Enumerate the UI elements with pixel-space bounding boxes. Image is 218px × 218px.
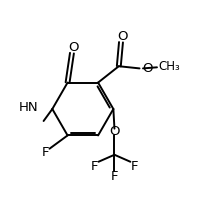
Text: O: O xyxy=(142,62,153,75)
Text: F: F xyxy=(111,170,118,183)
Text: O: O xyxy=(109,125,120,138)
Text: O: O xyxy=(68,41,78,54)
Text: CH₃: CH₃ xyxy=(158,60,180,73)
Text: F: F xyxy=(42,146,49,159)
Text: HN: HN xyxy=(19,101,39,114)
Text: F: F xyxy=(130,160,138,173)
Text: F: F xyxy=(91,160,99,173)
Text: O: O xyxy=(117,30,127,43)
